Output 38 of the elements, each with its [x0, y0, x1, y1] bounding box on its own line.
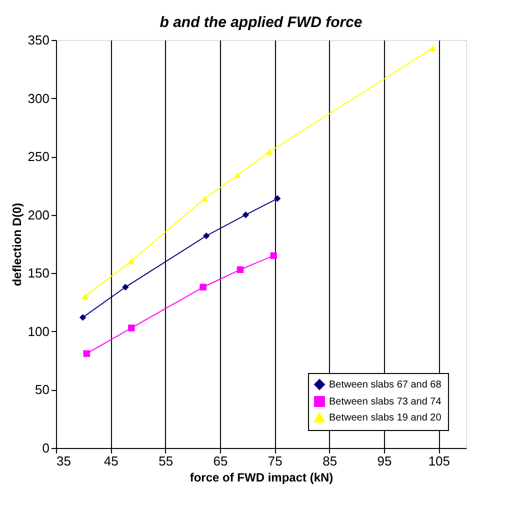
legend-label: Between slabs 67 and 68	[329, 380, 442, 390]
y-tick-label: 300	[28, 90, 50, 106]
point	[200, 284, 206, 290]
point	[236, 266, 244, 273]
point	[128, 324, 135, 332]
x-tick-label: 95	[377, 454, 392, 468]
point	[234, 172, 241, 178]
x-tick-label: 105	[428, 454, 450, 468]
y-tick-label: 250	[28, 149, 50, 164]
point	[122, 284, 129, 290]
y-axis-title: deflection D(0)	[10, 202, 24, 286]
x-tick-label: 85	[322, 454, 338, 468]
point	[274, 195, 281, 202]
x-tick-label: 45	[104, 454, 118, 468]
point	[79, 314, 86, 321]
point	[202, 232, 210, 240]
point	[242, 212, 250, 218]
x-tick-label: 35	[56, 454, 71, 468]
legend-label: Between slabs 19 and 20	[329, 412, 442, 424]
x-axis-title: force of FWD impact (kN)	[190, 470, 334, 484]
y-tick-label: 150	[28, 266, 50, 281]
point	[429, 45, 436, 52]
y-tick-label: 100	[28, 324, 50, 339]
point	[201, 196, 208, 202]
x-tick-label: 55	[158, 454, 174, 468]
chart-title: b and the applied FWD force	[160, 14, 362, 31]
point	[83, 350, 90, 357]
x-tick-label: 65	[213, 454, 228, 468]
y-tick-label: 50	[35, 382, 50, 398]
y-tick-label: 350	[28, 32, 50, 48]
point	[266, 149, 273, 155]
x-tick-label: 75	[268, 454, 282, 468]
point	[270, 252, 277, 260]
y-tick-label: 0	[42, 440, 50, 456]
legend-label: Between slabs 73 and 74	[329, 396, 442, 408]
point	[128, 258, 134, 264]
y-tick-label: 200	[28, 207, 50, 222]
point	[82, 294, 88, 300]
